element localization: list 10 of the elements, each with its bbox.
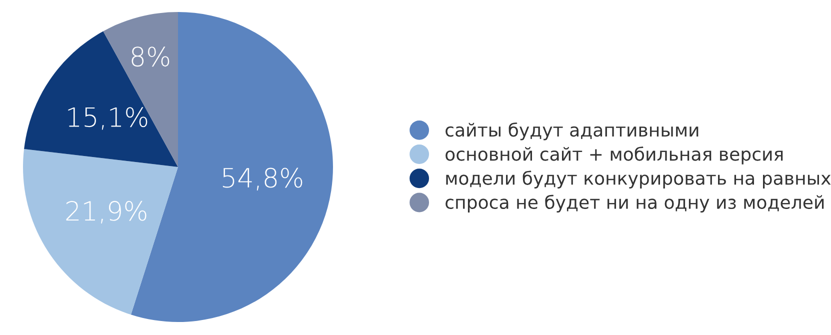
pie-slice	[23, 148, 178, 315]
legend-label: основной сайт + мобильная версия	[446, 146, 783, 164]
data-label: 54,8%	[222, 168, 302, 190]
legend-label: сайты будут адаптивными	[446, 122, 698, 140]
data-label: 15,1%	[68, 107, 148, 130]
data-label: 8%	[132, 46, 170, 67]
legend-label: модели будут конкурировать на равных	[446, 170, 831, 188]
legend-label: спроса не будет ни на одну из моделей	[446, 194, 824, 213]
pie-slice	[24, 31, 178, 167]
data-label: 21,9%	[66, 200, 146, 224]
